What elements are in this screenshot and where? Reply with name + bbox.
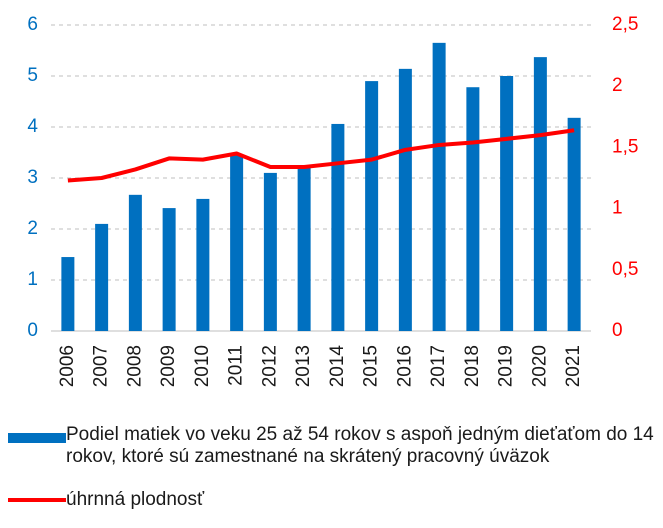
- x-tick-label: 2012: [259, 345, 280, 387]
- y-tick-label: 3: [27, 167, 38, 188]
- y2-tick-label: 1: [612, 198, 623, 219]
- bar: [398, 68, 412, 332]
- y2-tick-label: 0: [612, 320, 623, 341]
- chart: 0 1 2 3 4 5 6 0 0,5 1 1,5 2 2,5 2006 2007 2008 2009 2010 2…: [27, 14, 638, 388]
- bar: [365, 81, 379, 331]
- x-tick-label: 2015: [361, 345, 382, 387]
- bar: [230, 155, 244, 331]
- x-tick-label: 2019: [496, 345, 517, 387]
- y-tick-label: 4: [27, 116, 38, 137]
- bar: [196, 198, 210, 331]
- y-tick-label: 2: [27, 218, 38, 239]
- x-tick-label: 2011: [226, 345, 247, 386]
- x-tick-label: 2021: [563, 345, 584, 387]
- y2-tick-label: 1,5: [612, 136, 638, 157]
- x-tick-label: 2009: [158, 345, 179, 387]
- bar: [432, 42, 446, 331]
- bar: [567, 117, 581, 331]
- bar: [466, 87, 480, 331]
- y-tick-label: 1: [27, 269, 38, 290]
- line: [67, 128, 575, 183]
- legend-label: úhrnná plodnosť: [66, 489, 205, 510]
- y-tick-label: 6: [27, 14, 38, 35]
- bar: [533, 57, 547, 331]
- x-tick-label: 2017: [428, 345, 449, 387]
- x-tick-label: 2008: [124, 345, 145, 387]
- y2-tick-label: 2,5: [612, 14, 638, 35]
- y-tick-label: 0: [27, 320, 38, 341]
- bar: [61, 257, 75, 331]
- bar: [331, 123, 345, 331]
- bar: [500, 76, 514, 331]
- legend-label: Podiel matiek vo veku 25 až 54 rokov s a…: [66, 424, 654, 467]
- x-tick-label: 2010: [192, 345, 213, 387]
- y2-tick-label: 2: [612, 75, 623, 96]
- y-tick-label: 5: [27, 65, 38, 86]
- bar: [297, 167, 311, 331]
- bar: [263, 172, 277, 331]
- bar: [128, 194, 142, 331]
- y2-tick-label: 0,5: [612, 259, 638, 280]
- legend-swatch: [8, 498, 66, 502]
- x-tick-label: 2020: [529, 345, 550, 387]
- x-tick-label: 2014: [327, 345, 348, 388]
- x-tick-label: 2013: [293, 345, 314, 387]
- bar: [95, 223, 109, 331]
- x-tick-label: 2016: [394, 345, 415, 387]
- x-tick-label: 2007: [91, 345, 112, 387]
- legend-swatch: [8, 433, 66, 443]
- x-tick-label: 2018: [462, 345, 483, 387]
- x-tick-label: 2006: [57, 345, 78, 387]
- bar: [162, 208, 176, 331]
